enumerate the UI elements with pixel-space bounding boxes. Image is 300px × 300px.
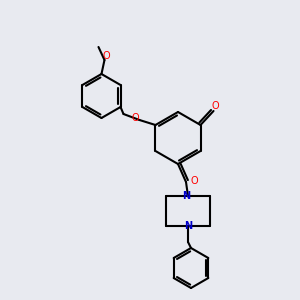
Text: N: N	[184, 221, 192, 231]
Text: O: O	[132, 113, 139, 123]
Text: O: O	[103, 51, 110, 61]
Text: O: O	[212, 101, 219, 111]
Text: O: O	[190, 176, 198, 186]
Text: N: N	[182, 191, 190, 201]
